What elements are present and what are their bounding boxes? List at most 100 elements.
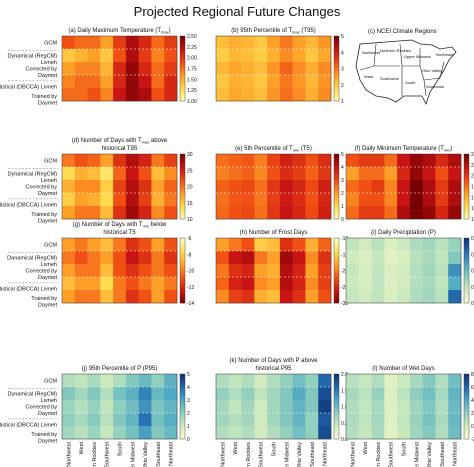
- heatmap-cell: [305, 251, 319, 265]
- colorbar-step: [180, 197, 185, 200]
- map-label-upper-midwest: Upper Midwest: [404, 54, 432, 59]
- colorbar-step: [464, 257, 469, 260]
- colorbar-step: [464, 158, 469, 161]
- row-label: Corrected by: [26, 67, 58, 73]
- region-label: Upper Midwest: [130, 442, 136, 467]
- heatmap-cell: [292, 264, 306, 278]
- heatmap-cell: [448, 167, 462, 181]
- colorbar-step: [180, 160, 185, 163]
- colorbar-step: [464, 177, 469, 181]
- colorbar-step: [180, 36, 185, 39]
- heatmap-cell: [292, 290, 306, 304]
- colorbar-step: [180, 387, 185, 390]
- heatmap-cell: [279, 374, 293, 388]
- heatmap-cell: [279, 206, 293, 220]
- heatmap-cell: [346, 400, 360, 414]
- heatmap-cell: [254, 75, 268, 89]
- colorbar-tick-label: 30: [187, 152, 193, 158]
- colorbar-step: [180, 83, 185, 87]
- heatmap-cell: [100, 387, 114, 401]
- heatmap-cell: [241, 251, 255, 265]
- heatmap-cell: [435, 413, 449, 427]
- colorbar-step: [334, 378, 339, 381]
- heatmap-cell: [305, 75, 319, 89]
- region-label: Southeast: [310, 442, 316, 467]
- heatmap-cell: [164, 264, 178, 278]
- heatmap-cell: [267, 251, 281, 265]
- usa-outline: [355, 39, 457, 106]
- colorbar-step: [464, 397, 469, 401]
- row-label: Daymet: [38, 275, 57, 281]
- heatmap-cell: [100, 238, 114, 252]
- heatmap-cell: [292, 36, 306, 50]
- colorbar-step: [180, 410, 185, 414]
- panel-title-d: (d) Number of Days with Tmax above: [72, 138, 168, 145]
- heatmap-cell: [254, 154, 268, 168]
- colorbar-step: [334, 216, 339, 220]
- colorbar-step: [180, 94, 185, 97]
- colorbar-step: [334, 374, 339, 377]
- colorbar-tick-label: 1.50: [187, 77, 197, 83]
- heatmap-cell: [254, 413, 268, 427]
- colorbar-step: [334, 292, 339, 295]
- colorbar-step: [180, 193, 185, 196]
- row-label: Statistical (DBCCA) Livneh: [0, 85, 57, 91]
- colorbar-step: [464, 203, 469, 207]
- heatmap-cell: [125, 400, 139, 414]
- colorbar-tick-label: 1.50: [471, 195, 474, 201]
- heatmap-cell: [254, 206, 268, 220]
- colorbar-frame: [333, 35, 340, 102]
- heatmap-cell: [267, 413, 281, 427]
- heatmap-cell: [164, 167, 178, 181]
- panel-subtitle-k: historical P95: [255, 366, 292, 372]
- colorbar-step: [464, 266, 469, 269]
- colorbar-frame: [179, 373, 186, 440]
- colorbar-step: [180, 175, 185, 179]
- colorbar-step: [464, 423, 469, 427]
- colorbar-step: [334, 423, 339, 427]
- colorbar-step: [334, 81, 339, 84]
- heatmap-cell: [74, 400, 88, 414]
- colorbar-step: [334, 59, 339, 63]
- colorbar-step: [334, 72, 339, 76]
- region-label: Upper Midwest: [414, 442, 420, 467]
- colorbar-step: [464, 294, 469, 297]
- heatmap-cell: [292, 180, 306, 194]
- heatmap-cell: [384, 206, 398, 220]
- heatmap-cell: [74, 193, 88, 207]
- heatmap-cell: [435, 290, 449, 304]
- colorbar-step: [334, 92, 339, 95]
- colorbar-step: [464, 378, 469, 381]
- colorbar-tick-label: 5: [341, 152, 344, 158]
- colorbar-step: [464, 216, 469, 220]
- heatmap-cell: [138, 413, 152, 427]
- heatmap-cell: [113, 62, 127, 76]
- heatmap-cell: [254, 426, 268, 440]
- region-label: Northwest: [66, 442, 72, 467]
- map-label-southeast: Southeast: [426, 84, 445, 89]
- colorbar-step: [334, 46, 339, 50]
- heatmap-cell: [164, 426, 178, 440]
- heatmap-cell: [435, 374, 449, 388]
- colorbar-step: [334, 268, 339, 271]
- heatmap-cell: [358, 387, 372, 401]
- heatmap-cell: [254, 251, 268, 265]
- colorbar-step: [464, 287, 469, 291]
- heatmap-cell: [318, 180, 332, 194]
- heatmap-cell: [216, 277, 230, 291]
- colorbar-step: [334, 57, 339, 61]
- colorbar-step: [334, 51, 339, 54]
- colorbar-step: [334, 94, 339, 97]
- heatmap-cell: [371, 387, 385, 401]
- row-label: Corrected by: [26, 405, 58, 411]
- colorbar-step: [464, 255, 469, 258]
- heatmap-cell: [448, 387, 462, 401]
- colorbar-step: [464, 156, 469, 159]
- heatmap-cell: [267, 193, 281, 207]
- colorbar-step: [464, 384, 469, 388]
- colorbar-step: [180, 417, 185, 420]
- heatmap-cell: [151, 426, 165, 440]
- colorbar-step: [334, 417, 339, 420]
- heatmap-cell: [305, 62, 319, 76]
- panel-subtitle-g: historical T5: [103, 230, 136, 236]
